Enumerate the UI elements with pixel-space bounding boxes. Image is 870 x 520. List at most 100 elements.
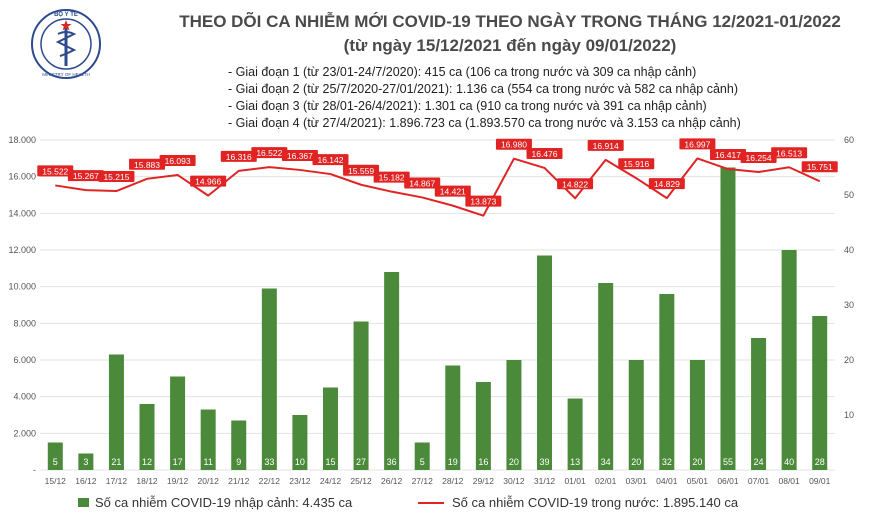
y-left-tick-label: 16.000 <box>8 172 36 182</box>
bar <box>628 360 644 470</box>
bar <box>322 387 338 470</box>
line-data-label: 16.914 <box>593 141 619 151</box>
x-tick-label: 16/12 <box>75 476 97 486</box>
bar-data-label: 39 <box>540 457 550 467</box>
bar <box>353 321 369 470</box>
x-tick-label: 09/01 <box>809 476 831 486</box>
line-data-label: 14.829 <box>654 179 680 189</box>
logo-text-top: BỘ Y TẾ <box>54 10 78 18</box>
line-data-label: 16.367 <box>287 151 313 161</box>
x-tick-label: 27/12 <box>412 476 434 486</box>
line-data-label: 16.142 <box>317 155 343 165</box>
bar <box>781 250 797 470</box>
ministry-of-health-logo: BỘ Y TẾ MINISTRY OF HEALTH <box>31 9 101 79</box>
line-data-label-bg <box>495 138 532 150</box>
line-data-label-bg <box>220 150 257 162</box>
bar-data-label: 27 <box>356 457 366 467</box>
line-data-label-bg <box>129 158 166 170</box>
y-left-tick-label: 18.000 <box>8 135 36 145</box>
x-tick-label: 08/01 <box>778 476 800 486</box>
phase-summary-list: - Giai đoạn 1 (từ 23/01-24/7/2020): 415 … <box>228 64 741 132</box>
line-data-label-bg <box>526 147 563 159</box>
x-tick-label: 02/01 <box>595 476 617 486</box>
x-tick-label: 17/12 <box>106 476 128 486</box>
line-data-label-bg <box>557 178 594 190</box>
line-data-label: 15.883 <box>134 160 160 170</box>
x-tick-label: 31/12 <box>534 476 556 486</box>
bar <box>567 398 583 470</box>
bar <box>659 294 675 470</box>
line-data-label: 13.873 <box>470 197 496 207</box>
line-data-label: 14.867 <box>409 178 435 188</box>
x-tick-label: 07/01 <box>748 476 770 486</box>
line-data-label: 16.997 <box>684 139 710 149</box>
domestic-cases-line <box>55 157 821 217</box>
bar <box>445 365 461 470</box>
line-data-label: 14.822 <box>562 179 588 189</box>
line-data-label: 15.559 <box>348 166 374 176</box>
covid-cases-chart: - 2.000 4.000 6.000 8.000 10.000 12.000 14.000 1… <box>8 135 854 486</box>
y-right-tick-label: 30 <box>844 300 854 310</box>
bar-data-label: 32 <box>662 457 672 467</box>
bar <box>384 272 400 470</box>
x-tick-label: 24/12 <box>320 476 342 486</box>
x-tick-label: 18/12 <box>136 476 158 486</box>
line-data-label: 16.417 <box>715 150 741 160</box>
legend-bars-label: Số ca nhiễm COVID-19 nhập cảnh: 4.435 ca <box>95 495 353 510</box>
line-data-label-bg <box>801 161 838 173</box>
bar <box>506 360 522 470</box>
bar <box>139 404 155 470</box>
line-data-label: 16.522 <box>256 148 282 158</box>
bar-data-label: 20 <box>509 457 519 467</box>
bar <box>689 360 705 470</box>
line-data-label-bg <box>190 175 227 187</box>
x-tick-label: 20/12 <box>198 476 220 486</box>
bar <box>261 288 277 470</box>
line-data-label: 16.316 <box>226 152 252 162</box>
y-right-tick-label: 20 <box>844 355 854 365</box>
legend-item-bars: Số ca nhiễm COVID-19 nhập cảnh: 4.435 ca <box>78 495 352 510</box>
chart-legend: Số ca nhiễm COVID-19 nhập cảnh: 4.435 ca… <box>0 493 870 517</box>
bar-data-label: 20 <box>631 457 641 467</box>
bar-data-label: 5 <box>420 457 425 467</box>
line-data-label-bg <box>618 158 655 170</box>
bar-data-label: 24 <box>754 457 764 467</box>
chart-title: THEO DÕI CA NHIỄM MỚI COVID-19 THEO NGÀY… <box>179 12 841 31</box>
bar-data-label: 17 <box>173 457 183 467</box>
y-left-tick-label: 8.000 <box>13 318 36 328</box>
bar-data-label: 10 <box>295 457 305 467</box>
phase-3-summary: - Giai đoạn 3 (từ 28/01-26/4/2021): 1.30… <box>228 99 707 113</box>
bar-data-label: 28 <box>815 457 825 467</box>
line-data-label: 15.751 <box>807 162 833 172</box>
bar <box>292 415 308 470</box>
line-data-label-bg <box>343 164 380 176</box>
y-left-tick-label: 6.000 <box>13 355 36 365</box>
x-tick-label: 22/12 <box>259 476 281 486</box>
line-data-label-bg <box>251 147 288 159</box>
bar-data-label: 13 <box>570 457 580 467</box>
line-data-label-bg <box>159 154 196 166</box>
bar-data-label: 11 <box>204 457 213 467</box>
line-data-label-bg <box>771 147 808 159</box>
line-data-label: 16.093 <box>165 156 191 166</box>
x-tick-label: 15/12 <box>45 476 67 486</box>
line-data-label-bg <box>679 138 716 150</box>
line-data-label-bg <box>98 171 135 183</box>
line-data-label-bg <box>37 165 74 177</box>
bar-data-label: 21 <box>111 457 121 467</box>
line-data-label-bg <box>709 149 746 161</box>
line-data-label-bg <box>281 149 318 161</box>
line-data-label: 16.254 <box>746 153 772 163</box>
phase-4-summary: - Giai đoạn 4 (từ 27/4/2021): 1.896.723 … <box>228 116 741 130</box>
x-tick-label: 06/01 <box>717 476 739 486</box>
bar <box>414 442 430 470</box>
x-tick-label: 01/01 <box>564 476 586 486</box>
bar-data-label: 9 <box>236 457 241 467</box>
y-right-tick-label: 60 <box>844 135 854 145</box>
legend-line-swatch <box>418 501 444 504</box>
bar <box>108 354 124 470</box>
y-right-tick-label: 10 <box>844 410 854 420</box>
line-data-label-bg <box>740 152 777 164</box>
y-right-tick-label: 40 <box>844 245 854 255</box>
bar <box>475 382 491 470</box>
